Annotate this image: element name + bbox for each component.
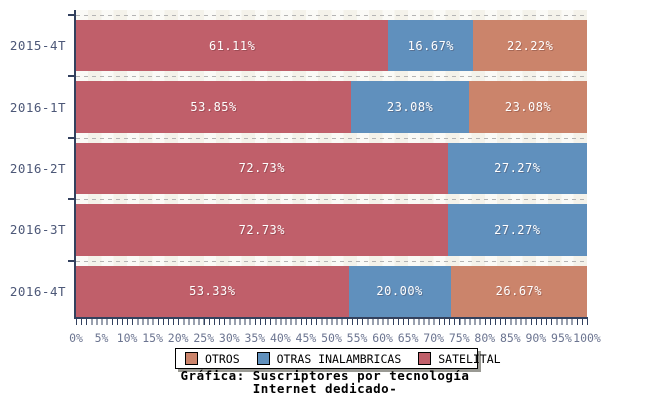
y-axis-label: 2015-4T: [9, 38, 66, 54]
bar-value-label: 26.67%: [495, 284, 543, 299]
chart-title-line-2: Internet dedicado-: [252, 381, 398, 396]
bar-value-label: 22.22%: [507, 38, 554, 53]
x-axis-tick-label: 0%: [69, 331, 83, 345]
bar-row: 72.73% 27.27%: [76, 204, 587, 256]
x-axis-minor-ticks: [76, 319, 588, 325]
bar-value-label: 72.73%: [238, 222, 285, 237]
x-axis-tick-label: 55%: [346, 331, 368, 345]
bar-segment-satelital: 61.11%: [76, 20, 389, 72]
bar-segment-otras-inalambricas: 27.27%: [447, 142, 587, 195]
legend-label: SATELITAL: [438, 351, 501, 366]
bar-segment-otras-inalambricas: 27.27%: [447, 204, 587, 256]
x-axis-tick-label: 20%: [167, 331, 189, 345]
x-axis-tick-label: 30%: [218, 331, 240, 345]
chart-title: Gráfica: Suscriptores por tecnología Int…: [0, 369, 650, 395]
x-axis-tick-label: 10%: [116, 331, 138, 345]
bar-value-label: 27.27%: [494, 222, 541, 237]
bar-value-label: 20.00%: [376, 284, 423, 299]
y-axis-tick: [68, 14, 75, 16]
legend-label: OTROS: [205, 351, 240, 366]
bar-segment-otros: 22.22%: [473, 20, 587, 72]
legend-swatch-otros: [185, 352, 198, 365]
x-axis-line: [74, 317, 588, 319]
bar-row: 61.11% 16.67% 22.22%: [76, 20, 587, 72]
x-axis-tick-label: 95%: [551, 331, 572, 345]
y-axis-label: 2016-4T: [9, 283, 66, 299]
bar-value-label: 72.73%: [238, 161, 285, 176]
bar-row: 72.73% 27.27%: [76, 142, 587, 195]
grid-line: [76, 137, 587, 139]
x-axis-tick-label: 5%: [94, 331, 109, 345]
legend-swatch-otras-inalambricas: [256, 352, 270, 365]
grid-line: [76, 260, 587, 262]
grid-line: [76, 15, 587, 16]
legend-item-otras-inalambricas: OTRAS INALAMBRICAS: [256, 351, 402, 366]
grid-line: [76, 199, 587, 201]
bar-segment-otros: 26.67%: [450, 265, 587, 317]
x-axis-tick-label: 15%: [142, 331, 164, 345]
chart-title-line-1: Gráfica: Suscriptores por tecnología: [180, 368, 470, 383]
legend: OTROS OTRAS INALAMBRICAS SATELITAL: [175, 348, 501, 369]
y-axis-label: 2016-3T: [9, 222, 66, 238]
bar-value-label: 53.33%: [189, 284, 236, 299]
bar-value-label: 16.67%: [407, 38, 455, 53]
legend-swatch-satelital: [418, 352, 432, 365]
x-axis-tick-label: 60%: [372, 331, 393, 345]
bar-row: 53.33% 20.00% 26.67%: [76, 265, 587, 317]
x-axis-tick-label: 65%: [397, 331, 419, 345]
x-axis-tick-label: 35%: [244, 331, 266, 345]
grid-line: [76, 76, 587, 78]
y-axis-label: 2016-2T: [9, 160, 66, 176]
y-axis-tick: [68, 259, 75, 262]
x-axis-tick-label: 80%: [474, 331, 496, 345]
x-axis-tick-label: 50%: [321, 331, 342, 345]
x-axis-tick-label: 90%: [525, 331, 547, 345]
bar-segment-otras-inalambricas: 20.00%: [348, 265, 451, 317]
plot-area: 61.11% 16.67% 22.22% 53.85% 23.08% 23.08% 72.7…: [76, 10, 587, 317]
bar-row: 53.85% 23.08% 23.08%: [76, 81, 587, 133]
bar-value-label: 53.85%: [190, 100, 237, 115]
bar-value-label: 27.27%: [494, 161, 541, 176]
y-axis-tick: [68, 136, 75, 139]
legend-label: OTRAS INALAMBRICAS: [276, 351, 402, 366]
bar-segment-satelital: 72.73%: [76, 142, 448, 195]
bar-segment-satelital: 53.85%: [76, 81, 352, 133]
bar-value-label: 23.08%: [504, 100, 552, 115]
x-axis-tick-label: 45%: [295, 331, 317, 345]
x-axis-tick-label: 70%: [423, 331, 445, 345]
y-axis-tick: [68, 198, 75, 201]
x-axis-tick-label: 85%: [499, 331, 521, 345]
bar-segment-otras-inalambricas: 16.67%: [388, 20, 474, 72]
bar-segment-satelital: 53.33%: [76, 265, 349, 317]
x-axis-tick-label: 25%: [193, 331, 215, 345]
bar-value-label: 61.11%: [208, 38, 256, 53]
y-axis-line: [74, 10, 76, 319]
x-axis-tick-label: 100%: [573, 331, 601, 345]
legend-item-satelital: SATELITAL: [418, 351, 501, 366]
y-axis-tick: [68, 75, 75, 78]
legend-item-otros: OTROS: [185, 352, 240, 366]
x-axis-tick-label: 75%: [448, 331, 470, 345]
x-axis-tick-label: 40%: [270, 331, 291, 345]
bar-segment-otras-inalambricas: 23.08%: [351, 81, 470, 133]
bar-segment-otros: 23.08%: [469, 81, 587, 133]
y-axis-label: 2016-1T: [9, 99, 66, 115]
bar-segment-satelital: 72.73%: [76, 204, 448, 256]
bar-value-label: 23.08%: [386, 100, 434, 115]
